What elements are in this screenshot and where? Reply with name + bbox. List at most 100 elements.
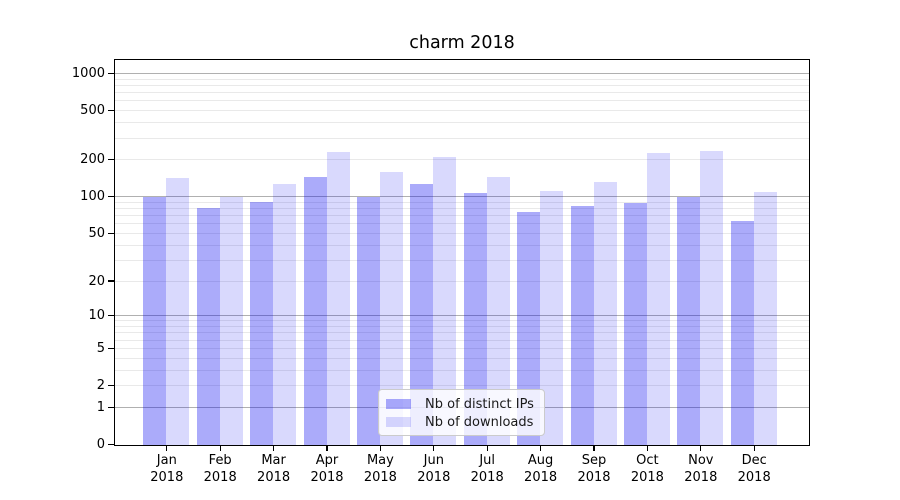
y-tick-label: 500 xyxy=(80,103,105,119)
y-tick-mark xyxy=(108,384,114,387)
legend-label: Nb of distinct IPs xyxy=(425,396,534,412)
gridline xyxy=(115,137,809,139)
bar-distinct-ips xyxy=(250,201,274,445)
y-tick-label: 1000 xyxy=(71,66,105,81)
y-tick-mark xyxy=(108,232,114,235)
gridline xyxy=(115,357,809,359)
x-tick-label: Sep 2018 xyxy=(577,453,611,485)
x-tick-label: Mar 2018 xyxy=(257,453,291,485)
y-tick-label: 10 xyxy=(88,308,105,324)
y-tick-mark xyxy=(108,159,114,161)
x-tick-mark xyxy=(272,445,275,451)
gridline xyxy=(115,122,809,124)
gridline xyxy=(115,315,809,317)
gridline xyxy=(115,196,809,198)
x-tick-label: Jan 2018 xyxy=(150,453,184,485)
y-tick-mark xyxy=(108,110,114,112)
x-tick-mark xyxy=(486,445,488,451)
y-tick-label: 20 xyxy=(88,273,105,289)
y-tick-label: 2 xyxy=(96,378,105,393)
gridline xyxy=(115,215,809,217)
bar-downloads xyxy=(486,177,510,445)
gridline xyxy=(115,369,809,371)
x-tick-label: Apr 2018 xyxy=(310,453,344,485)
gridline xyxy=(115,385,809,386)
x-tick-mark xyxy=(433,445,435,451)
x-tick-mark xyxy=(326,445,328,451)
y-tick-mark xyxy=(108,196,114,198)
y-tick-label: 5 xyxy=(96,340,105,356)
y-tick-mark xyxy=(108,72,114,75)
x-tick-mark xyxy=(166,445,168,451)
bar-distinct-ips xyxy=(196,208,220,445)
x-tick-mark xyxy=(646,445,649,451)
gridline xyxy=(115,326,809,327)
bar-downloads xyxy=(326,151,350,445)
bar-distinct-ips xyxy=(410,183,434,445)
x-tick-label: Jul 2018 xyxy=(470,453,504,485)
gridline xyxy=(115,347,809,349)
bar-distinct-ips xyxy=(143,197,167,445)
gridline xyxy=(115,73,809,74)
plot-area xyxy=(114,59,810,446)
bar-downloads xyxy=(753,191,777,445)
y-tick-label: 100 xyxy=(80,189,105,205)
x-tick-label: Nov 2018 xyxy=(684,453,718,485)
gridline xyxy=(115,320,809,322)
bar-distinct-ips xyxy=(303,177,327,445)
gridline xyxy=(115,332,809,334)
y-tick-mark xyxy=(108,347,114,349)
y-tick-label: 200 xyxy=(80,152,105,168)
x-tick-mark xyxy=(593,445,595,451)
bar-distinct-ips xyxy=(517,212,541,445)
bar-downloads xyxy=(433,157,457,445)
gridline xyxy=(115,223,809,225)
gridline xyxy=(115,339,809,341)
gridline xyxy=(115,92,809,94)
y-tick-label: 1 xyxy=(96,399,105,415)
gridline xyxy=(115,259,809,261)
x-tick-label: Aug 2018 xyxy=(524,453,558,485)
bar-downloads xyxy=(593,181,617,445)
bar-downloads xyxy=(166,178,190,445)
x-tick-label: Feb 2018 xyxy=(203,453,237,485)
gridline xyxy=(115,244,809,246)
bar-downloads xyxy=(700,150,724,445)
bar-distinct-ips xyxy=(570,205,594,445)
y-tick-label: 50 xyxy=(88,225,105,241)
y-tick-mark xyxy=(108,315,114,317)
x-tick-mark xyxy=(539,445,542,451)
chart-title: charm 2018 xyxy=(409,33,515,53)
gridline xyxy=(115,85,809,86)
x-tick-label: Dec 2018 xyxy=(737,453,771,485)
gridline xyxy=(115,100,809,102)
legend-item-distinct-ips: Nb of distinct IPs xyxy=(386,395,536,413)
legend-swatch-distinct-ips xyxy=(386,399,411,409)
bar-distinct-ips xyxy=(677,197,701,445)
bar-distinct-ips xyxy=(623,203,647,445)
x-tick-label: May 2018 xyxy=(363,453,397,485)
x-tick-mark xyxy=(379,445,382,451)
x-tick-label: Oct 2018 xyxy=(630,453,664,485)
x-tick-mark xyxy=(700,445,702,451)
gridline xyxy=(115,110,809,112)
y-tick-label: 0 xyxy=(96,437,105,452)
bar-distinct-ips xyxy=(356,197,380,445)
legend-swatch-downloads xyxy=(386,417,411,427)
gridline xyxy=(115,201,809,203)
gridline xyxy=(115,159,809,161)
bar-downloads xyxy=(219,197,243,445)
legend-label: Nb of downloads xyxy=(425,414,534,430)
x-tick-mark xyxy=(753,445,755,451)
legend: Nb of distinct IPs Nb of downloads xyxy=(378,389,545,436)
bar-downloads xyxy=(273,184,297,445)
bar-distinct-ips xyxy=(463,192,487,445)
gridline xyxy=(115,208,809,209)
gridline xyxy=(115,78,809,80)
gridline xyxy=(115,232,809,234)
x-tick-label: Jun 2018 xyxy=(417,453,451,485)
bar-distinct-ips xyxy=(730,220,754,445)
x-tick-mark xyxy=(219,445,221,451)
y-tick-mark xyxy=(108,443,114,446)
